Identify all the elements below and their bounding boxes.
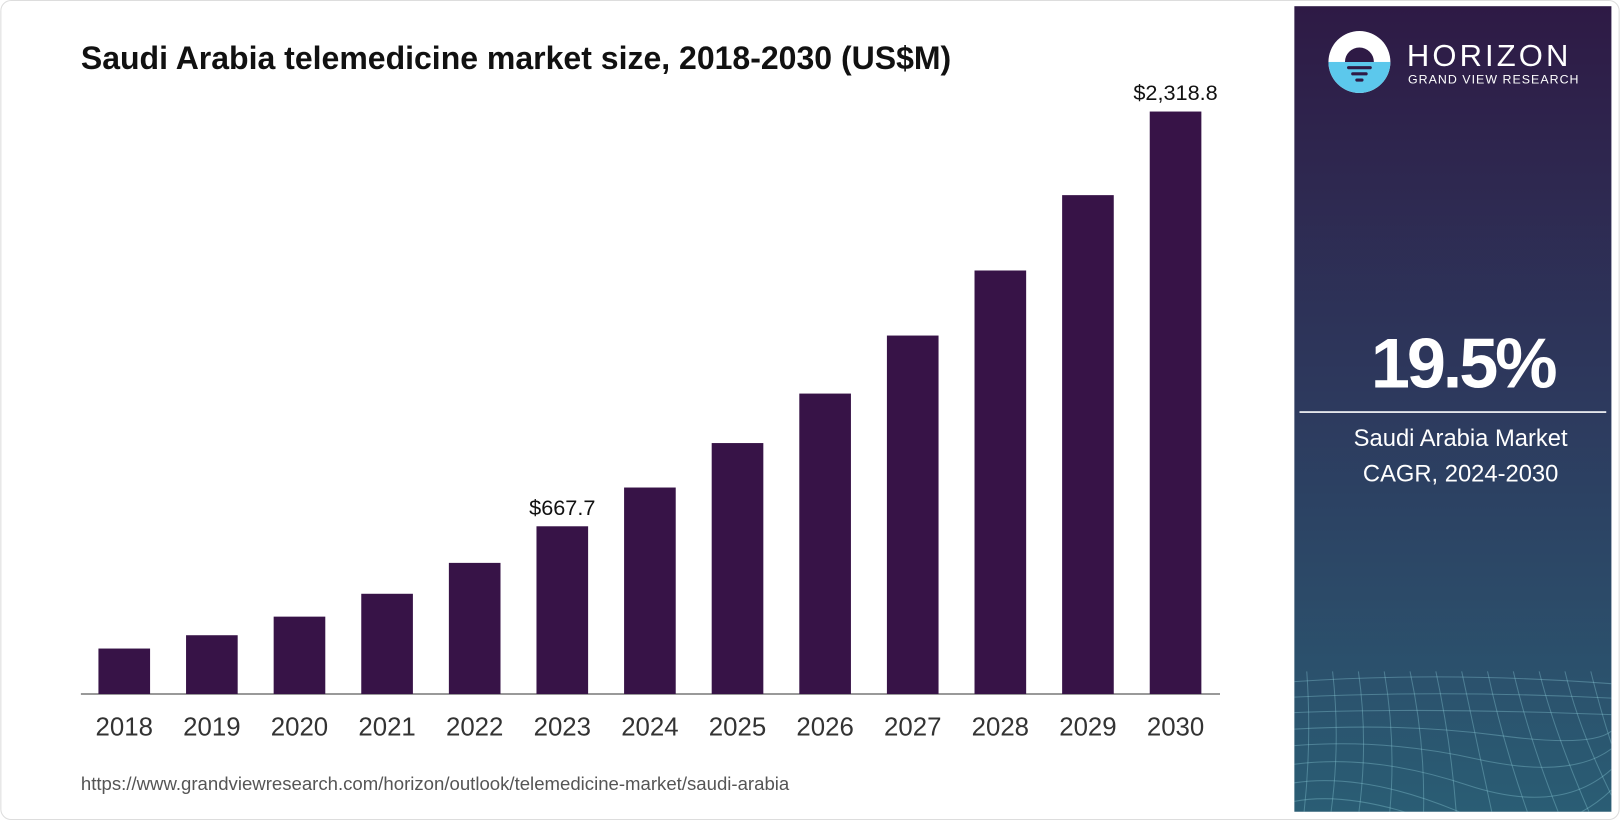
x-tick-label: 2020 (271, 713, 328, 741)
brand: HORIZON (1407, 38, 1571, 73)
bar (1149, 111, 1202, 695)
cagr-value: 19.5% (1371, 323, 1556, 402)
x-tick-label: 2029 (1059, 713, 1116, 741)
bar (448, 562, 501, 695)
bar (273, 616, 326, 695)
bar (98, 648, 151, 695)
bar (886, 335, 939, 695)
bar (974, 270, 1027, 695)
x-tick-label: 2027 (884, 713, 941, 741)
x-tick-label: 2022 (446, 713, 503, 741)
bar (536, 526, 589, 695)
logo (1328, 30, 1391, 93)
brand-sub: GRAND VIEW RESEARCH (1408, 73, 1580, 87)
x-tick-label: 2024 (621, 713, 678, 741)
bar (624, 487, 676, 695)
x-tick-label: 2028 (972, 713, 1029, 741)
bar (1062, 195, 1114, 695)
bar (361, 593, 413, 695)
chart-title: Saudi Arabia telemedicine market size, 2… (81, 40, 951, 76)
wave-pattern (1294, 671, 1612, 812)
sidebar (1294, 6, 1612, 812)
value-label: $667.7 (529, 495, 595, 520)
x-tick-label: 2025 (709, 713, 766, 741)
value-label: $2,318.8 (1133, 80, 1217, 105)
bar (711, 443, 764, 695)
cagr-label: CAGR, 2024-2030 (1363, 460, 1558, 487)
x-tick-label: 2019 (183, 713, 240, 741)
x-tick-label: 2026 (796, 713, 853, 741)
bar (186, 635, 238, 695)
cagr-label: Saudi Arabia Market (1354, 425, 1568, 452)
x-tick-label: 2023 (534, 713, 591, 741)
x-tick-label: 2021 (358, 713, 415, 741)
x-tick-label: 2030 (1147, 713, 1204, 741)
x-tick-label: 2018 (96, 713, 153, 741)
source-url: https://www.grandviewresearch.com/horizo… (81, 773, 790, 794)
bar (799, 393, 851, 695)
